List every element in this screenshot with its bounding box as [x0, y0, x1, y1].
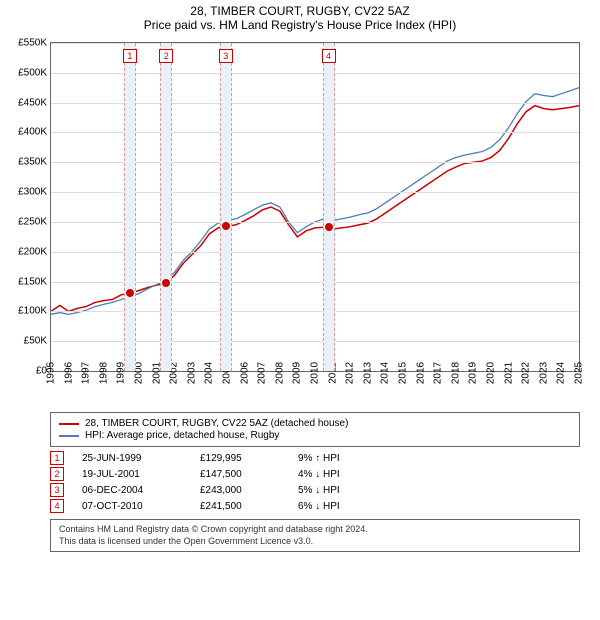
- legend-swatch: [59, 423, 79, 425]
- transaction-price: £241,500: [200, 501, 280, 512]
- footer-attribution: Contains HM Land Registry data © Crown c…: [50, 519, 580, 552]
- transaction-date: 25-JUN-1999: [82, 453, 182, 464]
- x-axis-label: 1995: [46, 362, 57, 384]
- y-axis-label: £200K: [18, 246, 47, 257]
- x-axis-label: 2017: [433, 362, 444, 384]
- y-axis-label: £500K: [18, 67, 47, 78]
- x-axis-label: 2016: [415, 362, 426, 384]
- chart-title: 28, TIMBER COURT, RUGBY, CV22 5AZ: [0, 4, 600, 18]
- x-axis-label: 2012: [345, 362, 356, 384]
- x-axis-label: 2022: [521, 362, 532, 384]
- marker-band: [323, 43, 335, 371]
- transaction-diff: 4% ↓ HPI: [298, 469, 378, 480]
- data-point: [126, 289, 134, 297]
- y-axis-label: £550K: [18, 38, 47, 49]
- x-axis-label: 2025: [574, 362, 585, 384]
- y-axis-label: £450K: [18, 97, 47, 108]
- x-axis-label: 2024: [556, 362, 567, 384]
- x-axis-label: 2015: [398, 362, 409, 384]
- marker-number-box: 1: [123, 49, 137, 63]
- x-axis-label: 2013: [362, 362, 373, 384]
- marker-band: [124, 43, 136, 371]
- transaction-number: 1: [50, 451, 64, 465]
- transaction-price: £129,995: [200, 453, 280, 464]
- x-axis-label: 1997: [81, 362, 92, 384]
- x-axis-label: 2007: [257, 362, 268, 384]
- y-axis-label: £300K: [18, 187, 47, 198]
- transaction-row: 1 25-JUN-1999 £129,995 9% ↑ HPI: [50, 451, 580, 465]
- transaction-diff: 5% ↓ HPI: [298, 485, 378, 496]
- footer-line-2: This data is licensed under the Open Gov…: [59, 536, 571, 548]
- y-axis-label: £350K: [18, 157, 47, 168]
- legend-item: HPI: Average price, detached house, Rugb…: [59, 430, 571, 441]
- transaction-number: 2: [50, 467, 64, 481]
- x-axis-label: 2018: [450, 362, 461, 384]
- legend-box: 28, TIMBER COURT, RUGBY, CV22 5AZ (detac…: [50, 412, 580, 447]
- x-axis-label: 2006: [239, 362, 250, 384]
- marker-number-box: 2: [159, 49, 173, 63]
- marker-number-box: 4: [322, 49, 336, 63]
- x-axis-label: 2008: [274, 362, 285, 384]
- x-axis-label: 2003: [186, 362, 197, 384]
- transaction-row: 3 06-DEC-2004 £243,000 5% ↓ HPI: [50, 483, 580, 497]
- transaction-diff: 6% ↓ HPI: [298, 501, 378, 512]
- transactions-table: 1 25-JUN-1999 £129,995 9% ↑ HPI 2 19-JUL-2001…: [50, 451, 580, 513]
- y-axis-label: £100K: [18, 306, 47, 317]
- footer-line-1: Contains HM Land Registry data © Crown c…: [59, 524, 571, 536]
- y-axis-label: £150K: [18, 276, 47, 287]
- legend-label: 28, TIMBER COURT, RUGBY, CV22 5AZ (detac…: [85, 418, 348, 429]
- x-axis-label: 2010: [310, 362, 321, 384]
- transaction-row: 2 19-JUL-2001 £147,500 4% ↓ HPI: [50, 467, 580, 481]
- x-axis-label: 1996: [63, 362, 74, 384]
- transaction-diff: 9% ↑ HPI: [298, 453, 378, 464]
- x-axis-label: 2019: [468, 362, 479, 384]
- y-axis-label: £400K: [18, 127, 47, 138]
- plot-area: £0£50K£100K£150K£200K£250K£300K£350K£400…: [50, 42, 580, 372]
- transaction-price: £243,000: [200, 485, 280, 496]
- x-axis-label: 2021: [503, 362, 514, 384]
- transaction-date: 06-DEC-2004: [82, 485, 182, 496]
- transaction-date: 19-JUL-2001: [82, 469, 182, 480]
- chart-container: £0£50K£100K£150K£200K£250K£300K£350K£400…: [50, 42, 580, 412]
- y-axis-label: £50K: [24, 336, 47, 347]
- transaction-row: 4 07-OCT-2010 £241,500 6% ↓ HPI: [50, 499, 580, 513]
- data-point: [222, 222, 230, 230]
- transaction-number: 4: [50, 499, 64, 513]
- x-axis-label: 1998: [98, 362, 109, 384]
- x-axis-label: 2020: [486, 362, 497, 384]
- marker-band: [160, 43, 172, 371]
- legend-label: HPI: Average price, detached house, Rugb…: [85, 430, 279, 441]
- legend-item: 28, TIMBER COURT, RUGBY, CV22 5AZ (detac…: [59, 418, 571, 429]
- y-axis-label: £250K: [18, 216, 47, 227]
- x-axis-label: 2023: [538, 362, 549, 384]
- marker-number-box: 3: [219, 49, 233, 63]
- title-area: 28, TIMBER COURT, RUGBY, CV22 5AZ Price …: [0, 0, 600, 34]
- chart-subtitle: Price paid vs. HM Land Registry's House …: [0, 18, 600, 32]
- x-axis-label: 2014: [380, 362, 391, 384]
- data-point: [162, 279, 170, 287]
- marker-band: [220, 43, 232, 371]
- transaction-date: 07-OCT-2010: [82, 501, 182, 512]
- legend-swatch: [59, 435, 79, 437]
- transaction-price: £147,500: [200, 469, 280, 480]
- x-axis-label: 2009: [292, 362, 303, 384]
- x-axis-label: 2004: [204, 362, 215, 384]
- data-point: [325, 223, 333, 231]
- transaction-number: 3: [50, 483, 64, 497]
